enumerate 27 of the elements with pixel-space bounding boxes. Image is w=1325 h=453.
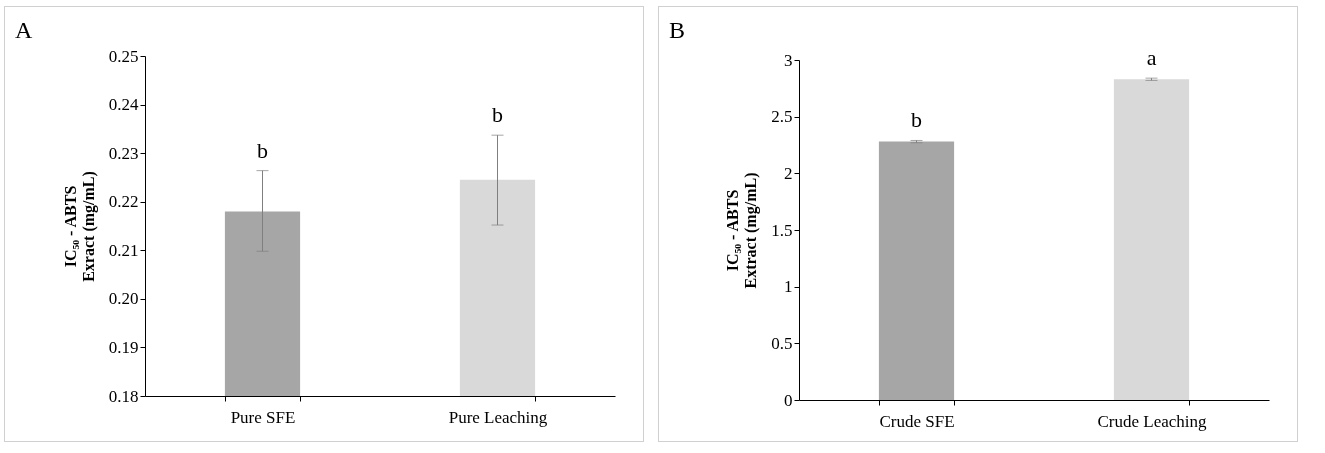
annotation: b [911,107,922,133]
y-tick-label: 0.19 [108,337,139,357]
annotation: b [492,102,503,128]
x-tick-label: Crude SFE [879,411,955,431]
x-tick-label: Crude Leaching [1097,411,1208,431]
y-tick-label: 0.24 [108,95,139,115]
x-tick-label: Pure SFE [230,407,296,427]
y-axis-title: IC₅₀ - ABTS Extract (mg/mL) [724,172,761,289]
y-tick-label: 3 [784,50,793,70]
y-tick-label: 0.22 [108,192,139,212]
y-tick-label: 0.5 [771,333,793,353]
y-tick-label: 0.18 [108,386,139,406]
y-tick-label: 1 [784,277,793,297]
y-tick-label: 2 [784,163,793,183]
text: B [669,17,686,44]
text: A [15,17,33,43]
y-tick-label: 2.5 [771,107,793,127]
y-tick-label: 0 [784,390,793,410]
annotation: a [1146,45,1157,71]
y-tick-label: 0.21 [108,240,139,260]
annotation: b [257,137,268,163]
y-tick-label: 0.25 [108,46,139,66]
y-axis-title: IC₅₀ - ABTS Exract (mg/mL) [61,171,98,282]
y-tick-label: 1.5 [771,220,793,240]
y-tick-label: 0.20 [108,289,139,309]
x-tick-label: Pure Leaching [448,407,548,427]
y-tick-label: 0.23 [108,143,139,163]
